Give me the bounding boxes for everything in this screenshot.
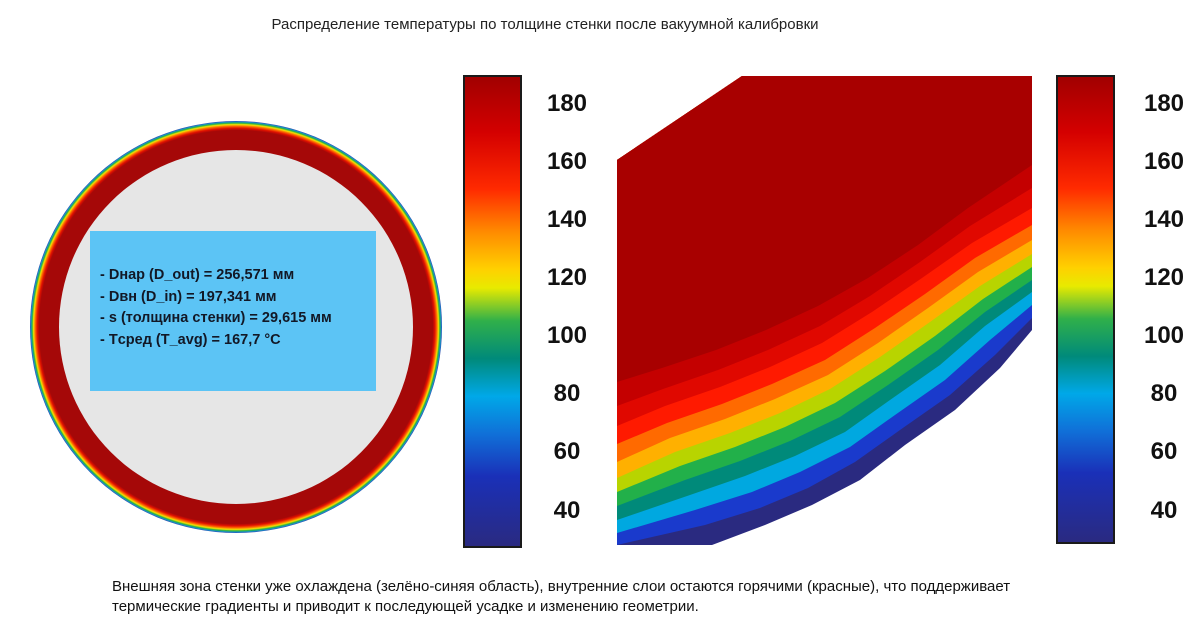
diagram-title: Распределение температуры по толщине сте… — [271, 16, 819, 33]
colorbar-tick-180: 180 — [547, 90, 587, 117]
colorbar-tick-120: 120 — [547, 264, 587, 291]
colorbar-right: 180 160 140 120 100 80 60 40 — [1056, 75, 1184, 544]
caption: Внешняя зона стенки уже охлаждена (зелён… — [112, 577, 1112, 617]
colorbar-tick-160: 160 — [1144, 148, 1184, 175]
colorbar-tick-120: 120 — [1144, 264, 1184, 291]
average-temperature-value: Tсред (T_avg) = 167,7 °C — [100, 330, 376, 352]
colorbar-tick-100: 100 — [547, 322, 587, 349]
wall-section-field — [617, 76, 1032, 545]
outer-diameter-value: Dнар (D_out) = 256,571 мм — [100, 265, 376, 287]
colorbar-tick-80: 80 — [554, 380, 581, 407]
caption-line-2: термические градиенты и приводит к после… — [112, 598, 699, 615]
colorbar-tick-40: 40 — [554, 497, 581, 524]
colorbar-tick-140: 140 — [1144, 206, 1184, 233]
colorbar-tick-100: 100 — [1144, 322, 1184, 349]
colorbar-left: 180 160 140 120 100 80 60 40 — [463, 75, 587, 548]
colorbar-tick-40: 40 — [1151, 497, 1178, 524]
colorbar-tick-60: 60 — [554, 438, 581, 465]
dimensions-info-box: Dнар (D_out) = 256,571 мм Dвн (D_in) = 1… — [90, 231, 376, 391]
caption-line-1: Внешняя зона стенки уже охлаждена (зелён… — [112, 578, 1011, 595]
colorbar-tick-180: 180 — [1144, 90, 1184, 117]
inner-diameter-value: Dвн (D_in) = 197,341 мм — [100, 287, 376, 309]
colorbar-tick-160: 160 — [547, 148, 587, 175]
colorbar-tick-140: 140 — [547, 206, 587, 233]
wall-thickness-value: s (толщина стенки) = 29,615 мм — [100, 308, 376, 330]
colorbar-tick-60: 60 — [1151, 438, 1178, 465]
colorbar-tick-80: 80 — [1151, 380, 1178, 407]
